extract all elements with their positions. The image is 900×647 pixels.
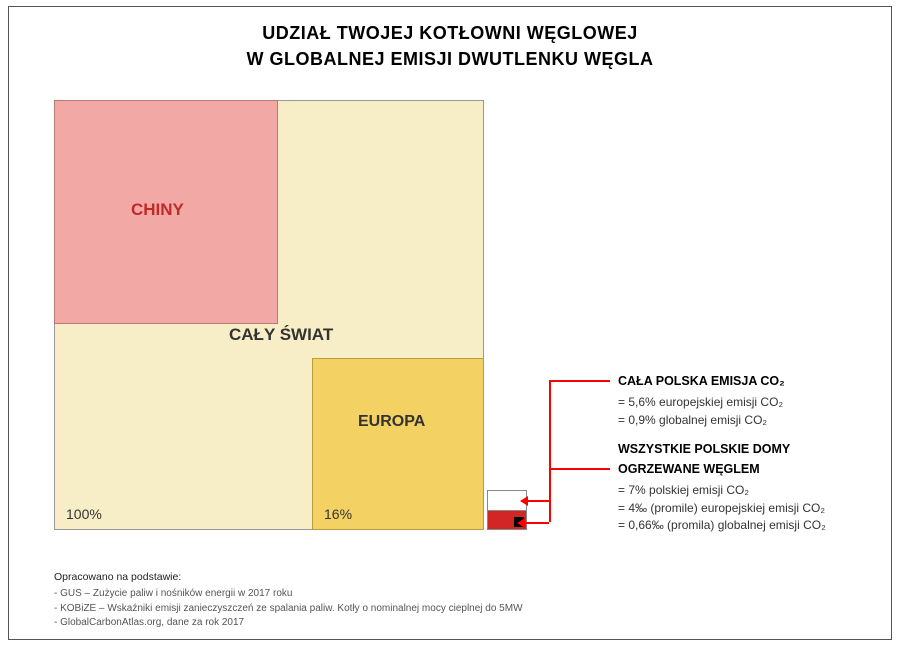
annotation-poland-line: = 5,6% europejskiej emisji CO₂ — [618, 394, 785, 411]
annotation-coal-line: = 0,66‰ (promila) globalnej emisji CO₂ — [618, 517, 826, 534]
annotation-coal-line: = 4‰ (promile) europejskiej emisji CO₂ — [618, 500, 826, 517]
annotation-poland-total: CAŁA POLSKA EMISJA CO₂ = 5,6% europejski… — [618, 372, 785, 429]
annotation-poland-heading: CAŁA POLSKA EMISJA CO₂ — [618, 372, 785, 390]
annotation-coal-heading-1: WSZYSTKIE POLSKIE DOMY — [618, 440, 826, 458]
annotation-poland-line: = 0,9% globalnej emisji CO₂ — [618, 412, 785, 429]
annotation-coal-line: = 7% polskiej emisji CO₂ — [618, 482, 826, 499]
sources-item: - GUS – Zużycie paliw i nośników energii… — [54, 587, 523, 602]
arrow-coal-homes — [517, 518, 525, 528]
sources-heading: Opracowano na podstawie: — [54, 570, 523, 585]
sources-item: - GlobalCarbonAtlas.org, dane za rok 201… — [54, 616, 523, 631]
annotation-coal-homes: WSZYSTKIE POLSKIE DOMY OGRZEWANE WĘGLEM … — [618, 440, 826, 534]
annotation-coal-heading-2: OGRZEWANE WĘGLEM — [618, 460, 826, 478]
sources-item: - KOBiZE – Wskaźniki emisji zanieczyszcz… — [54, 602, 523, 617]
callout-coal-homes — [0, 0, 900, 647]
sources-block: Opracowano na podstawie: - GUS – Zużycie… — [54, 570, 523, 631]
